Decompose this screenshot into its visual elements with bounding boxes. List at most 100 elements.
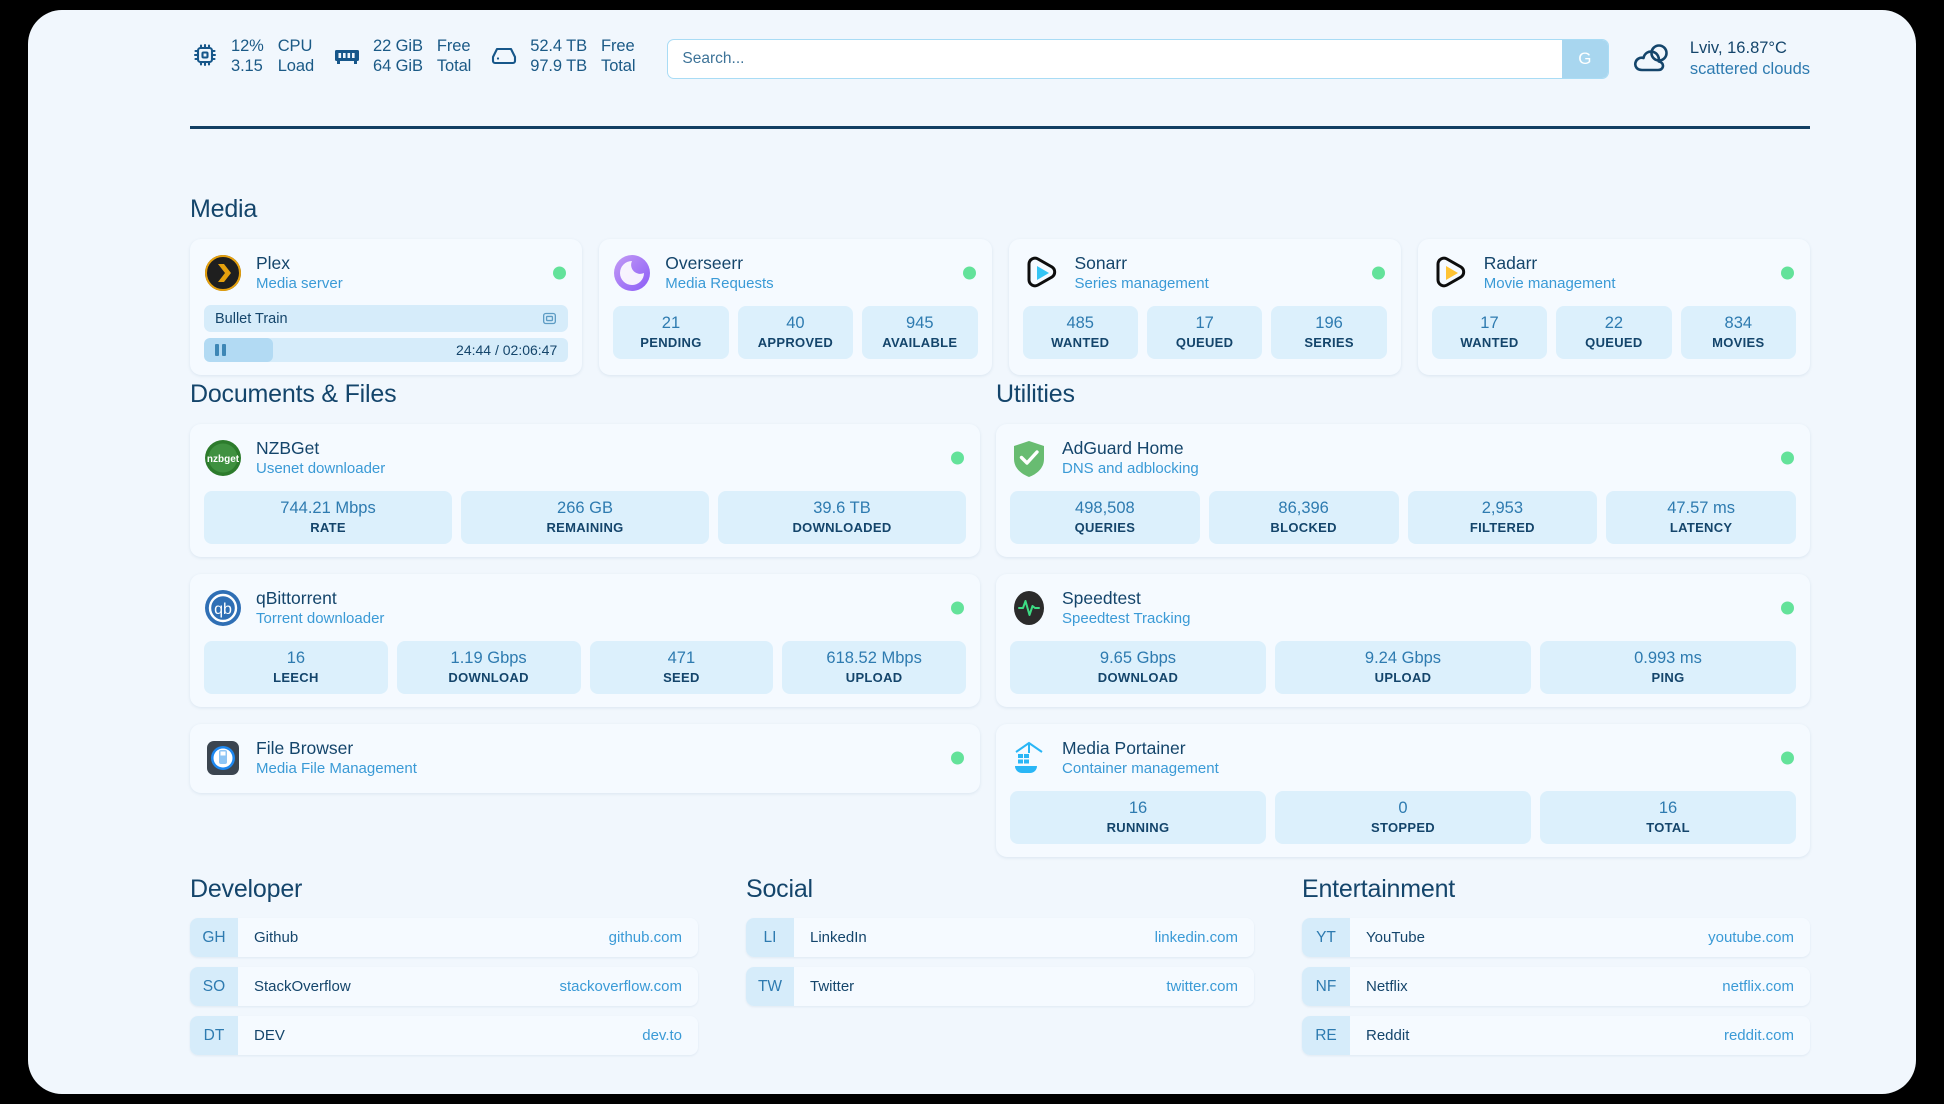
stat-tile[interactable]: 17 WANTED [1431, 306, 1548, 359]
stat-value-primary: 22 GiB [373, 37, 423, 55]
bookmark-item[interactable]: DT DEV dev.to [190, 1016, 698, 1055]
stat-tile[interactable]: 471 SEED [589, 641, 774, 694]
stat-tile-label: BLOCKED [1270, 520, 1337, 535]
stat-tile[interactable]: 498,508 QUERIES [1010, 491, 1200, 544]
search-box[interactable]: G [667, 39, 1609, 79]
search-submit-button[interactable]: G [1561, 40, 1608, 78]
bookmark-url[interactable]: stackoverflow.com [559, 978, 682, 995]
service-card-qbittorrent[interactable]: qb qBittorrent Torrent downloader 16 LEECH 1.… [190, 574, 980, 707]
stat-tile[interactable]: 16 LEECH [204, 641, 388, 694]
card-stats: 17 WANTED 22 QUEUED 834 MOVIES [1431, 306, 1797, 359]
search-input[interactable] [668, 40, 1562, 78]
stat-tile[interactable]: 22 QUEUED [1556, 306, 1672, 359]
svg-text:qb: qb [214, 601, 232, 618]
service-card-radarr[interactable]: Radarr Movie management 17 WANTED 22 QUEUED 83… [1417, 239, 1810, 375]
status-badge [951, 451, 964, 465]
stat-tile[interactable]: 47.57 ms LATENCY [1606, 491, 1796, 544]
stat-tile[interactable]: 16 RUNNING [1010, 791, 1266, 844]
bookmark-url[interactable]: github.com [608, 929, 682, 946]
stat-tile-value: 9.65 Gbps [1099, 649, 1177, 667]
service-card-speedtest[interactable]: Speedtest Speedtest Tracking 9.65 Gbps DOWN… [996, 574, 1810, 707]
weather-location-temp: Lviv, 16.87°C [1689, 39, 1787, 57]
stat-tile-label: STOPPED [1371, 820, 1435, 835]
bookmark-item[interactable]: SO StackOverflow stackoverflow.com [190, 967, 698, 1006]
stat-tile[interactable]: 196 SERIES [1271, 306, 1387, 359]
stat-tile[interactable]: 21 PENDING [613, 306, 729, 359]
bookmark-name: Netflix [1366, 978, 1408, 995]
stat-tile[interactable]: 485 WANTED [1022, 306, 1138, 359]
service-subtitle: Speedtest Tracking [1062, 610, 1191, 627]
pause-icon[interactable] [215, 344, 226, 356]
now-playing-title-bar[interactable]: Bullet Train [204, 305, 569, 332]
media-section: Media Plex Media server Bullet Train 24:44 … [190, 195, 1810, 375]
stat-tile[interactable]: 39.6 TB DOWNLOADED [718, 491, 966, 544]
stat-tile-value: 471 [667, 649, 696, 667]
stat-tile[interactable]: 1.19 Gbps DOWNLOAD [396, 641, 581, 694]
stat-tile[interactable]: 2,953 FILTERED [1407, 491, 1598, 544]
bookmark-item[interactable]: TW Twitter twitter.com [746, 967, 1254, 1006]
bookmark-group-title: Social [746, 875, 813, 903]
bookmark-url[interactable]: youtube.com [1708, 929, 1794, 946]
bookmark-url[interactable]: linkedin.com [1154, 929, 1238, 946]
status-badge [1781, 451, 1794, 465]
stat-tile[interactable]: 40 APPROVED [737, 306, 854, 359]
stat-tile[interactable]: 86,396 BLOCKED [1208, 491, 1399, 544]
stat-tile[interactable]: 9.24 Gbps UPLOAD [1275, 641, 1531, 694]
svg-text:nzbget: nzbget [207, 454, 240, 465]
stat-tile[interactable]: 834 MOVIES [1680, 306, 1797, 359]
card-stats: 21 PENDING 40 APPROVED 945 AVAILABLE [613, 306, 978, 359]
bookmark-group-title: Entertainment [1302, 875, 1456, 903]
service-card-nzbget[interactable]: nzbget NZBGet Usenet downloader 744.21 Mbps… [190, 424, 980, 557]
service-card-file-browser[interactable]: File Browser Media File Management [190, 724, 980, 793]
bookmark-item[interactable]: LI LinkedIn linkedin.com [746, 918, 1254, 957]
now-playing-progress[interactable]: 24:44 / 02:06:47 [204, 338, 569, 362]
system-stats: 12% 3.15 CPU Load 22 GiB 64 GiB Free Total 52.4 … [190, 36, 653, 76]
card-header: AdGuard Home DNS and adblocking [1010, 436, 1796, 480]
service-card-adguard-home[interactable]: AdGuard Home DNS and adblocking 498,508 QUE… [996, 424, 1810, 557]
utilities-card-list: AdGuard Home DNS and adblocking 498,508 QUE… [996, 424, 1810, 857]
bookmark-url[interactable]: netflix.com [1722, 978, 1794, 995]
service-card-plex[interactable]: Plex Media server Bullet Train 24:44 / 02:0… [190, 239, 583, 375]
stat-tile[interactable]: 945 AVAILABLE [862, 306, 978, 359]
bookmark-url[interactable]: reddit.com [1723, 1027, 1794, 1044]
stat-value-secondary: 97.9 TB [530, 57, 588, 75]
stat-tile-label: MOVIES [1712, 335, 1765, 350]
bookmark-abbr: GH [190, 918, 238, 957]
stat-label-secondary: Total [436, 57, 472, 75]
bookmark-url[interactable]: twitter.com [1166, 978, 1238, 995]
service-card-sonarr[interactable]: Sonarr Series management 485 WANTED 17 QUEUED… [1008, 239, 1401, 375]
stat-tile[interactable]: 266 GB REMAINING [461, 491, 709, 544]
nzbget-icon: nzbget [204, 439, 242, 477]
section-title-media: Media [190, 195, 258, 223]
status-badge [951, 601, 964, 615]
cloud-icon [1631, 39, 1677, 79]
service-card-overseerr[interactable]: Overseerr Media Requests 21 PENDING 40 APPROV… [599, 239, 992, 375]
status-badge [1781, 751, 1794, 765]
stat-tile-value: 0.993 ms [1634, 649, 1702, 667]
stat-tile[interactable]: 0 STOPPED [1275, 791, 1531, 844]
stat-label-primary: CPU [277, 37, 313, 55]
stat-tile[interactable]: 9.65 Gbps DOWNLOAD [1010, 641, 1266, 694]
weather-widget: Lviv, 16.87°C scattered clouds [1631, 38, 1810, 80]
stat-tile[interactable]: 17 QUEUED [1146, 306, 1263, 359]
stat-tile[interactable]: 16 TOTAL [1540, 791, 1796, 844]
bookmark-item[interactable]: NF Netflix netflix.com [1302, 967, 1810, 1006]
bookmark-item[interactable]: RE Reddit reddit.com [1302, 1016, 1810, 1055]
stat-tile[interactable]: 744.21 Mbps RATE [204, 491, 452, 544]
stat-tile-value: 744.21 Mbps [280, 499, 376, 517]
overseerr-icon [613, 254, 651, 292]
stat-value-primary: 12% [231, 37, 264, 55]
bookmark-group-title: Developer [190, 875, 303, 903]
bookmark-item[interactable]: GH Github github.com [190, 918, 698, 957]
stat-tile-value: 618.52 Mbps [826, 649, 922, 667]
cast-icon[interactable] [542, 311, 557, 326]
stat-tile-value: 16 [1658, 799, 1678, 817]
service-name: Radarr [1483, 253, 1538, 273]
stat-tile[interactable]: 618.52 Mbps UPLOAD [782, 641, 966, 694]
bookmark-item[interactable]: YT YouTube youtube.com [1302, 918, 1810, 957]
service-card-media-portainer[interactable]: Media Portainer Container management 16 RUN… [996, 724, 1810, 857]
bookmark-url[interactable]: dev.to [642, 1027, 682, 1044]
stat-tile[interactable]: 0.993 ms PING [1540, 641, 1796, 694]
stat-tile-label: PING [1651, 670, 1685, 685]
card-header: File Browser Media File Management [204, 736, 966, 780]
